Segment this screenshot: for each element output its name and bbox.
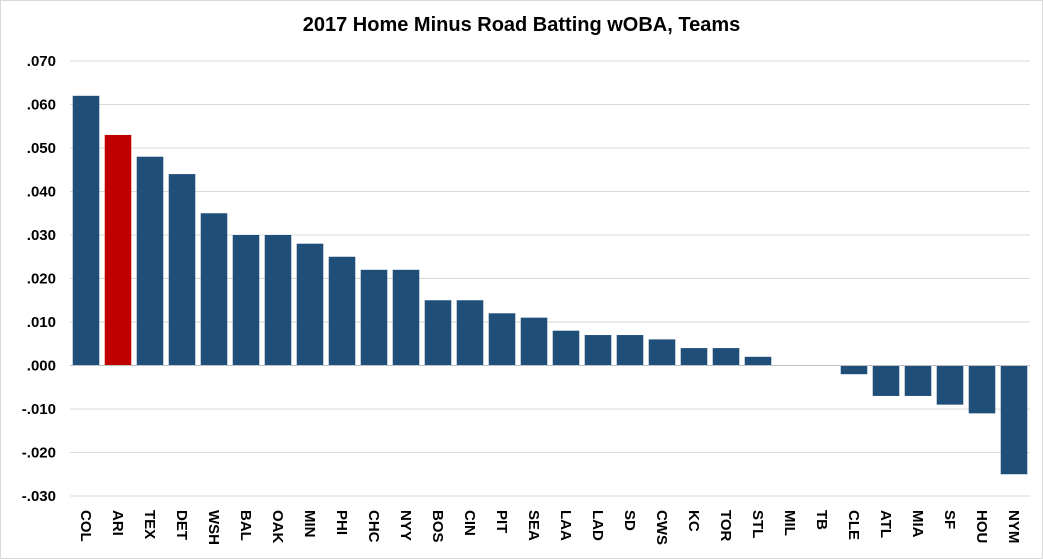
bar-mia <box>904 365 932 396</box>
y-tick-label: .060 <box>27 97 56 114</box>
x-tick-label: KC <box>685 510 702 532</box>
bar-cle <box>840 365 868 375</box>
gridlines <box>70 60 1030 497</box>
bars <box>72 95 1028 475</box>
x-tick-label: SF <box>941 510 958 529</box>
bar-tex <box>136 156 164 366</box>
x-tick-label: TOR <box>717 510 734 542</box>
x-tick-label: NYM <box>1005 510 1022 543</box>
x-tick-label: PHI <box>333 510 350 535</box>
x-tick-label: HOU <box>973 510 990 543</box>
y-tick-label: .030 <box>27 227 56 244</box>
x-tick-label: TEX <box>141 510 158 539</box>
bar-stl <box>744 356 772 366</box>
x-tick-label: CIN <box>461 510 478 536</box>
bar-ari <box>104 134 132 366</box>
bar-sd <box>616 335 644 366</box>
x-tick-label: SEA <box>525 510 542 541</box>
y-tick-label: .050 <box>27 140 56 157</box>
y-tick-label: -.030 <box>22 488 56 505</box>
y-tick-label: .020 <box>27 271 56 288</box>
bar-col <box>72 95 100 366</box>
x-tick-label: COL <box>77 510 94 542</box>
x-tick-label: TB <box>813 510 830 530</box>
bar-lad <box>584 335 612 366</box>
x-tick-label: BAL <box>237 510 254 541</box>
x-tick-label: BOS <box>429 510 446 543</box>
x-tick-label: CWS <box>653 510 670 545</box>
x-tick-label: ATL <box>877 510 894 538</box>
x-tick-label: WSH <box>205 510 222 545</box>
y-tick-label: -.020 <box>22 445 56 462</box>
x-tick-label: LAD <box>589 510 606 541</box>
x-tick-label: PIT <box>493 510 510 533</box>
x-tick-label: MIN <box>301 510 318 538</box>
labels: .070 .060 .050 .040 .030 .020 .010 .000 -.010 -.0… <box>22 53 1022 545</box>
bar-kc <box>680 348 708 366</box>
bar-bos <box>424 300 452 366</box>
bar-pit <box>488 313 516 366</box>
x-tick-label: MIL <box>781 510 798 536</box>
y-tick-label: .070 <box>27 53 56 70</box>
x-tick-label: NYY <box>397 510 414 541</box>
y-tick-label: .010 <box>27 314 56 331</box>
bar-atl <box>872 365 900 396</box>
bar-det <box>168 174 196 366</box>
x-tick-label: LAA <box>557 510 574 541</box>
x-tick-label: MIA <box>909 510 926 538</box>
bar-sea <box>520 317 548 366</box>
y-tick-label: .000 <box>27 358 56 375</box>
bar-nym <box>1000 365 1028 475</box>
x-tick-label: OAK <box>269 510 286 544</box>
bar-cin <box>456 300 484 366</box>
chart-title: 2017 Home Minus Road Batting wOBA, Teams <box>302 14 741 36</box>
bar-laa <box>552 330 580 366</box>
x-tick-label: SD <box>621 510 638 531</box>
x-tick-label: STL <box>749 510 766 538</box>
bar-wsh <box>200 213 228 366</box>
bar-bal <box>232 235 260 366</box>
bar-min <box>296 243 324 366</box>
bar-phi <box>328 256 356 366</box>
bar-nyy <box>392 269 420 366</box>
y-tick-label: -.010 <box>22 401 56 418</box>
x-tick-label: DET <box>173 510 190 540</box>
x-tick-label: CLE <box>845 510 862 540</box>
y-tick-label: .040 <box>27 184 56 201</box>
bar-sf <box>936 365 964 405</box>
bar-hou <box>968 365 996 414</box>
bar-tor <box>712 348 740 366</box>
x-tick-label: CHC <box>365 510 382 543</box>
bar-cws <box>648 339 676 366</box>
bar-oak <box>264 235 292 366</box>
x-tick-label: ARI <box>109 510 126 536</box>
bar-chc <box>360 269 388 366</box>
